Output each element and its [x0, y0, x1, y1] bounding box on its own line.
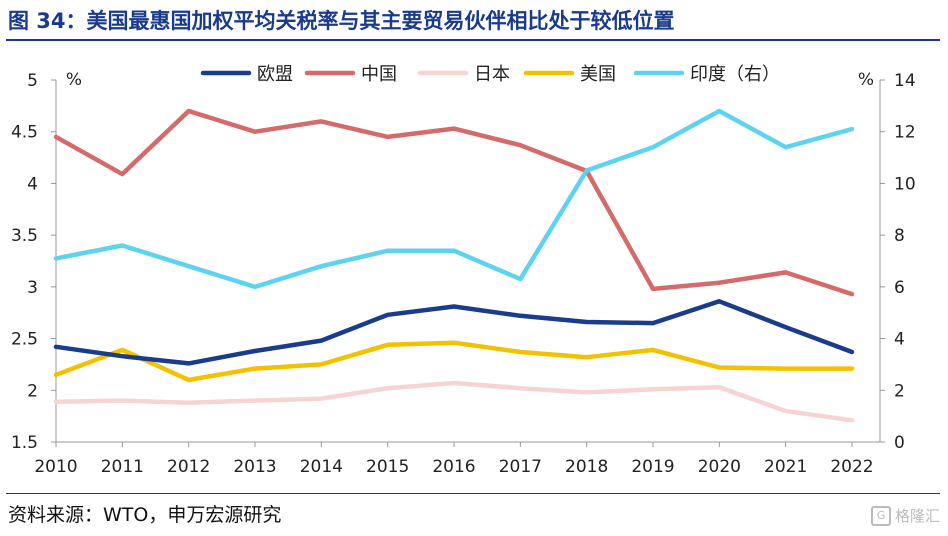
right-y-tick-label: 6 — [894, 278, 905, 298]
series-line-1 — [56, 301, 852, 363]
x-tick-label: 2012 — [167, 457, 210, 477]
legend-label-3: 日本 — [474, 64, 510, 85]
right-y-tick-label: 2 — [894, 381, 905, 401]
right-y-tick-label: 0 — [894, 433, 905, 453]
x-tick-label: 2010 — [34, 457, 77, 477]
series-line-2 — [56, 111, 852, 294]
x-tick-label: 2021 — [764, 457, 807, 477]
legend-label-4: 美国 — [580, 64, 616, 85]
right-y-tick-label: 12 — [894, 123, 916, 143]
x-tick-label: 2014 — [300, 457, 343, 477]
x-tick-label: 2016 — [432, 457, 475, 477]
legend-label-2: 中国 — [361, 64, 397, 85]
legend-label-5: 印度（右） — [690, 64, 780, 85]
right-y-tick-label: 10 — [894, 174, 916, 194]
line-chart: 1.5 2 2.5 3 3.5 4 4.5 5 0 2 4 6 8 10 12 14 2010 2011 2012 2… — [0, 0, 948, 493]
left-y-tick-label: 3 — [27, 278, 38, 298]
source-note: 资料来源：WTO，申万宏源研究 — [8, 501, 281, 529]
series-line-3 — [56, 383, 852, 420]
left-y-tick-label: 3.5 — [11, 226, 38, 246]
left-y-tick-label: 4 — [27, 174, 38, 194]
left-y-tick-label: 4.5 — [11, 123, 38, 143]
chart-lines — [56, 111, 852, 420]
watermark-logo-icon: G — [871, 506, 891, 526]
left-y-tick-label: 5 — [27, 71, 38, 91]
right-y-tick-label: 8 — [894, 226, 905, 246]
left-y-tick-label: 1.5 — [11, 433, 38, 453]
right-y-axis-label: % — [858, 70, 874, 90]
series-line-5 — [56, 111, 852, 287]
right-y-tick-label: 14 — [894, 71, 916, 91]
x-tick-label: 2013 — [233, 457, 276, 477]
x-tick-label: 2017 — [499, 457, 542, 477]
chart-legend: 欧盟 中国 日本 美国 印度（右） — [203, 64, 780, 85]
watermark-text: 格隆汇 — [895, 505, 940, 526]
watermark: G 格隆汇 — [871, 505, 940, 526]
left-y-tick-label: 2.5 — [11, 330, 38, 350]
x-tick-label: 2011 — [101, 457, 144, 477]
left-y-tick-label: 2 — [27, 381, 38, 401]
legend-label-1: 欧盟 — [257, 64, 293, 85]
left-y-axis-label: % — [66, 70, 82, 90]
footer-divider — [6, 493, 940, 494]
right-y-tick-label: 4 — [894, 330, 905, 350]
x-tick-label: 2019 — [631, 457, 674, 477]
x-tick-label: 2020 — [698, 457, 741, 477]
x-tick-label: 2022 — [830, 457, 873, 477]
x-tick-label: 2018 — [565, 457, 608, 477]
x-tick-label: 2015 — [366, 457, 409, 477]
